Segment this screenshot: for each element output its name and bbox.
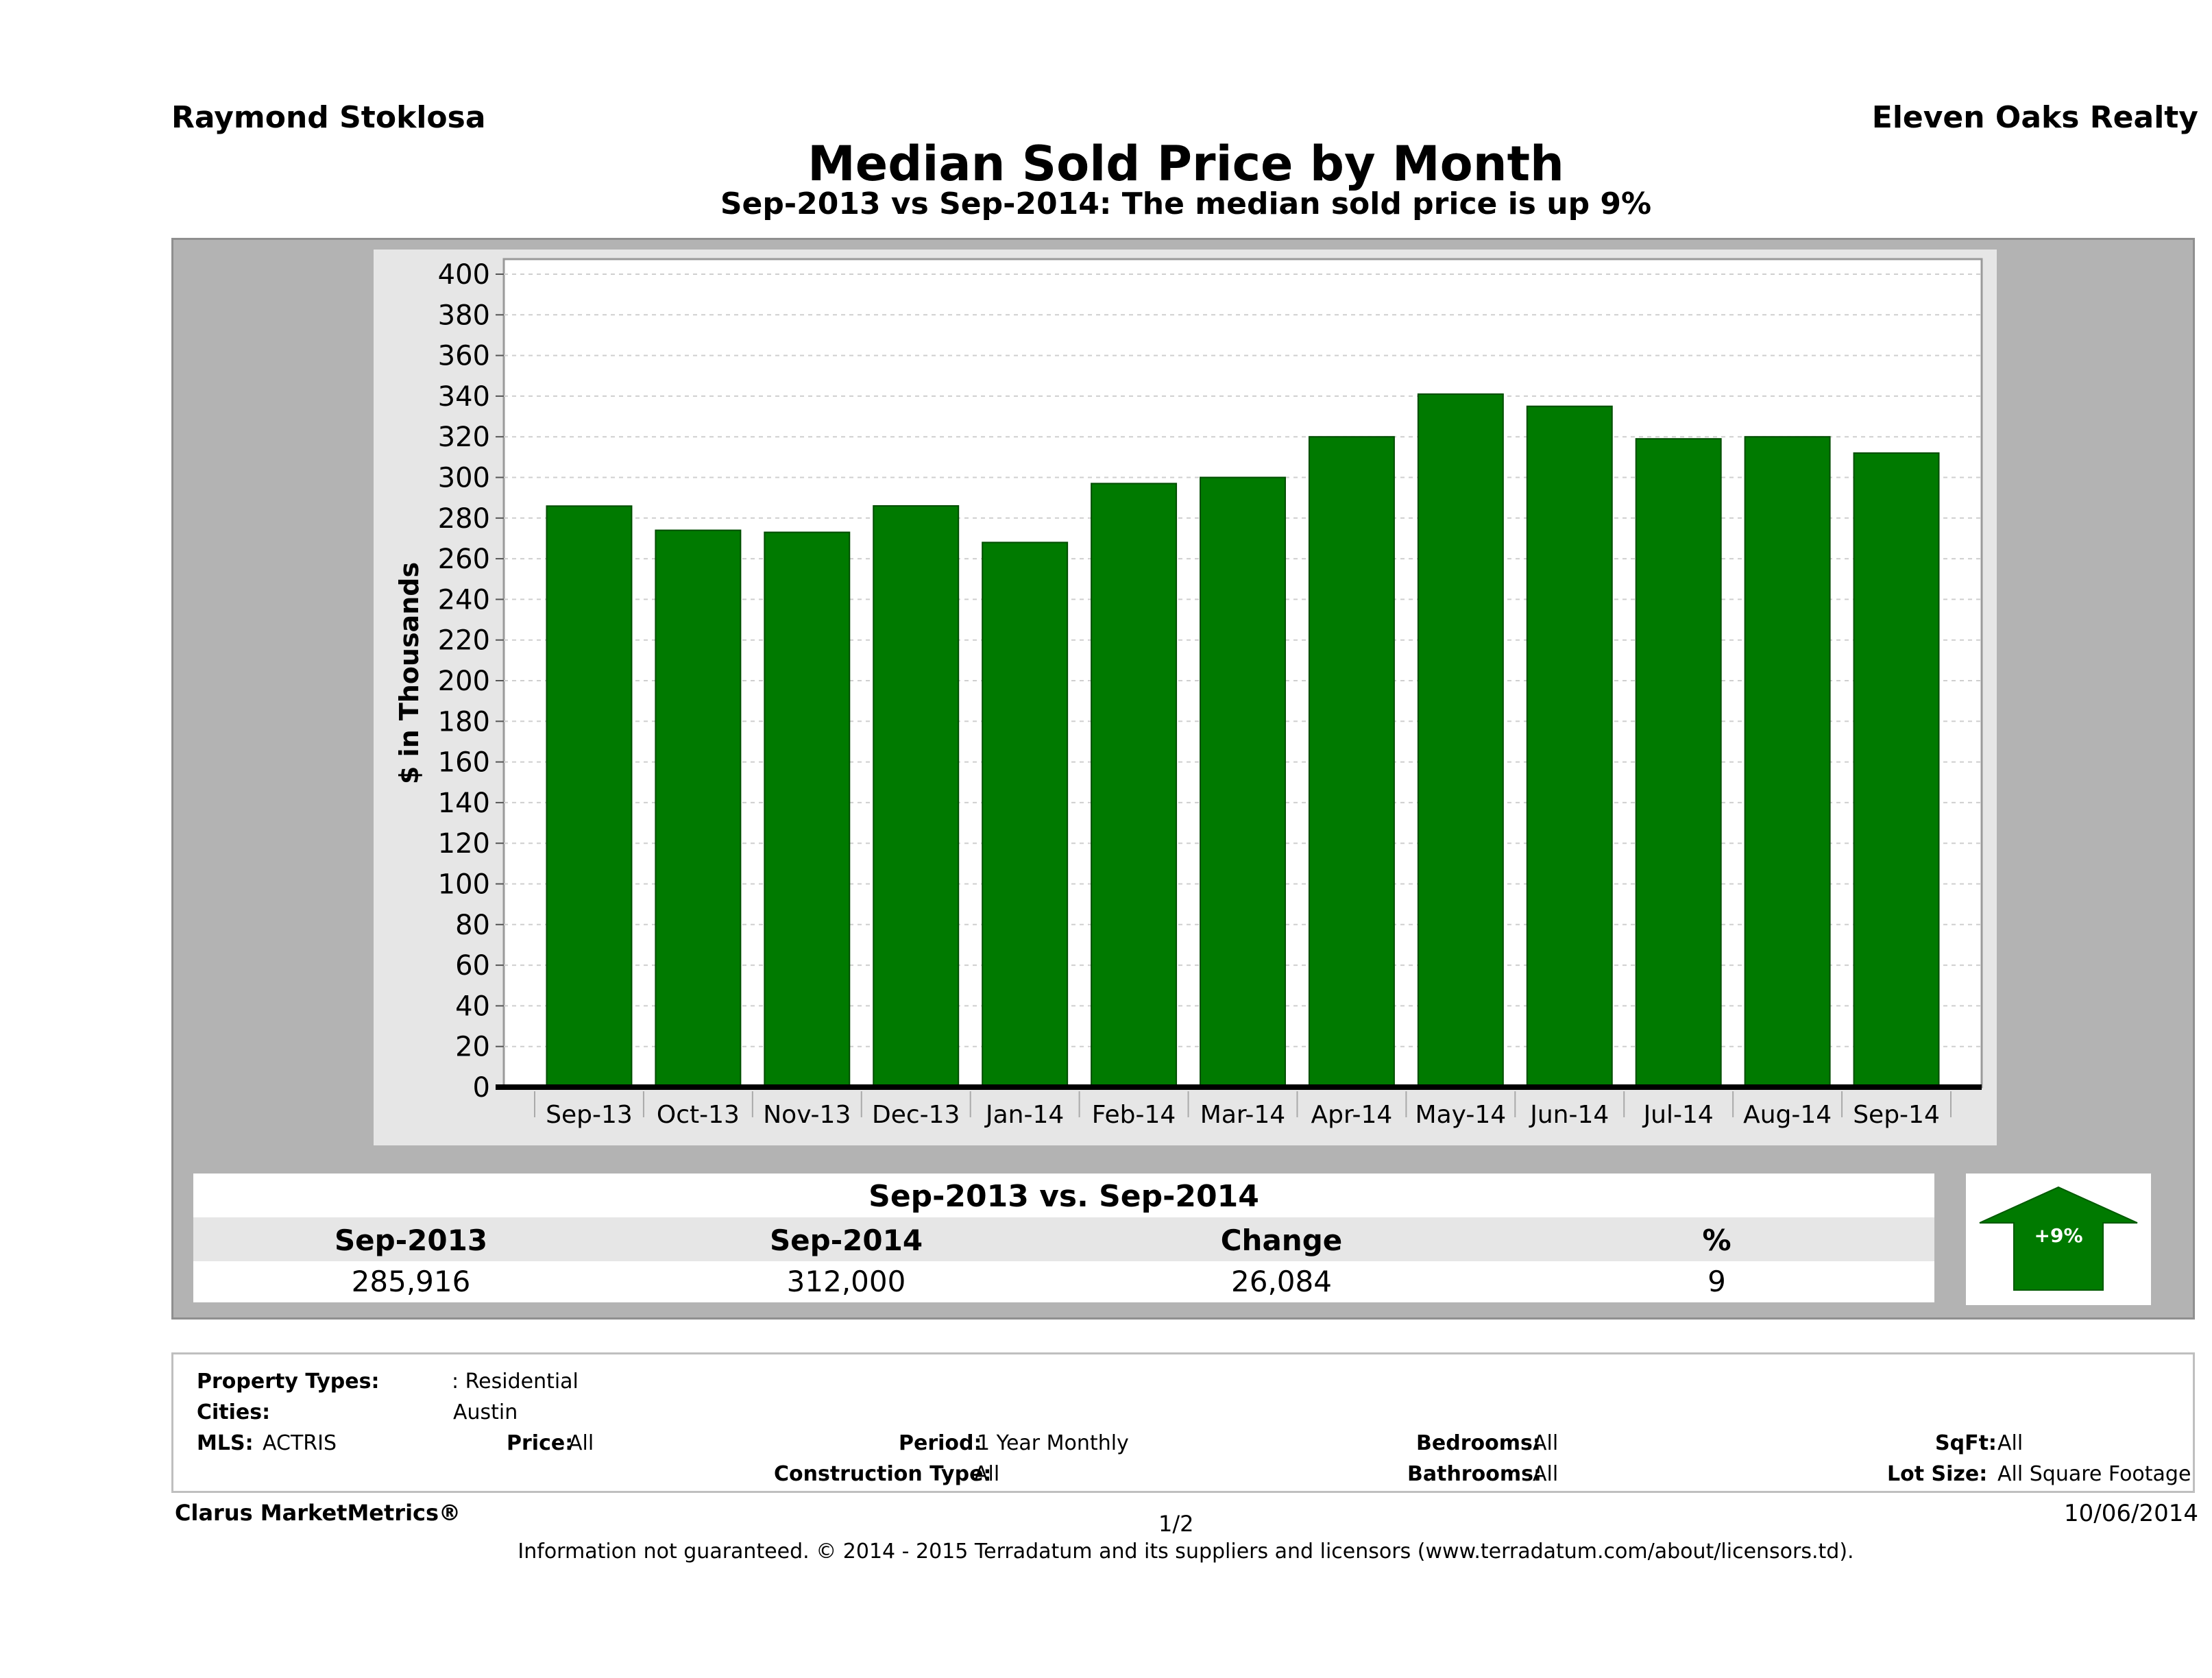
bar-chart: 0 20 40 60 80 100 120 140 160 180 200 220 240 260 280 3… — [394, 258, 1983, 1129]
col-header-percent: % — [1702, 1224, 1731, 1257]
x-tick-label: Oct-13 — [657, 1101, 740, 1129]
comparison-value-row: 285,916 312,000 26,084 9 — [193, 1261, 1934, 1302]
y-tick-label: 20 — [455, 1032, 490, 1063]
bar — [1635, 438, 1722, 1089]
y-tick-label: 100 — [438, 869, 490, 901]
y-tick-label: 180 — [438, 706, 490, 738]
y-tick-label: 320 — [438, 422, 490, 453]
mls-label: MLS: — [197, 1431, 254, 1455]
bedrooms-value: All — [1533, 1431, 1559, 1455]
bar — [1091, 483, 1178, 1088]
change-badge: +9% — [1966, 1174, 2151, 1305]
y-tick-label: 340 — [438, 381, 490, 413]
agent-name: Raymond Stoklosa — [171, 100, 486, 135]
cities-label: Cities: — [197, 1400, 271, 1424]
bar — [764, 531, 851, 1088]
y-tick-label: 400 — [438, 259, 490, 291]
lot-size-value: All Square Footage — [1997, 1462, 2191, 1486]
bathrooms-label: Bathrooms: — [1407, 1462, 1542, 1486]
y-tick-label: 60 — [455, 950, 490, 982]
x-tick-label: May-14 — [1415, 1101, 1507, 1129]
y-tick-label: 140 — [438, 788, 490, 819]
value-percent: 9 — [1707, 1265, 1726, 1298]
disclaimer: Information not guaranteed. © 2014 - 201… — [518, 1540, 1854, 1564]
bar — [873, 505, 960, 1088]
page-number: 1/2 — [1158, 1511, 1194, 1537]
x-tick-label: Jun-14 — [1529, 1101, 1609, 1129]
construction-type-value: All — [974, 1462, 1000, 1486]
period-value: 1 Year Monthly — [977, 1431, 1129, 1455]
y-tick-label: 300 — [438, 463, 490, 494]
x-tick-label: Mar-14 — [1200, 1101, 1285, 1129]
x-tick-label: Apr-14 — [1311, 1101, 1393, 1129]
col-header-change: Change — [1220, 1224, 1343, 1257]
price-value: All — [568, 1431, 594, 1455]
col-header-sep-2013: Sep-2013 — [334, 1224, 488, 1257]
chart-title: Median Sold Price by Month — [807, 136, 1564, 192]
up-arrow-icon: +9% — [1979, 1186, 2138, 1291]
x-tick-label: Jul-14 — [1642, 1101, 1714, 1129]
bar — [1200, 476, 1286, 1088]
bathrooms-value: All — [1533, 1462, 1559, 1486]
change-badge-label: +9% — [2034, 1224, 2083, 1247]
x-tick-label: Feb-14 — [1092, 1101, 1176, 1129]
y-tick-label: 360 — [438, 341, 490, 372]
value-sep-2013: 285,916 — [351, 1265, 471, 1298]
y-tick-label: 380 — [438, 300, 490, 331]
y-tick-label: 40 — [455, 990, 490, 1022]
x-tick-label: Sep-14 — [1853, 1101, 1940, 1129]
value-sep-2014: 312,000 — [786, 1265, 906, 1298]
bar — [1744, 436, 1831, 1088]
bar — [1417, 393, 1504, 1088]
bar — [546, 505, 633, 1089]
period-label: Period: — [899, 1431, 982, 1455]
col-header-sep-2014: Sep-2014 — [769, 1224, 923, 1257]
x-tick-label: Jan-14 — [984, 1101, 1064, 1129]
bar — [1526, 405, 1613, 1089]
comparison-heading: Sep-2013 vs. Sep-2014 — [193, 1174, 1934, 1217]
report-date: 10/06/2014 — [2064, 1500, 2198, 1527]
y-tick-label: 160 — [438, 747, 490, 779]
y-axis-label: $ in Thousands — [394, 562, 424, 784]
bedrooms-label: Bedrooms: — [1416, 1431, 1541, 1455]
chart-subtitle: Sep-2013 vs Sep-2014: The median sold pr… — [720, 186, 1652, 221]
filter-details: Property Types: : Residential Cities: Au… — [171, 1352, 2195, 1493]
brand-label: Clarus MarketMetrics® — [175, 1500, 461, 1526]
sqft-label: SqFt: — [1935, 1431, 1997, 1455]
bar — [655, 529, 742, 1088]
property-types-value: : Residential — [452, 1370, 579, 1394]
comparison-header-row: Sep-2013 Sep-2014 Change % — [193, 1217, 1934, 1261]
y-tick-label: 240 — [438, 584, 490, 616]
property-types-label: Property Types: — [197, 1370, 380, 1394]
bar — [1853, 452, 1940, 1089]
x-tick-label: Aug-14 — [1743, 1101, 1832, 1129]
lot-size-label: Lot Size: — [1887, 1462, 1988, 1486]
y-tick-label: 200 — [438, 666, 490, 697]
cities-value: Austin — [453, 1400, 518, 1424]
x-tick-label: Dec-13 — [872, 1101, 960, 1129]
y-tick-label: 280 — [438, 503, 490, 535]
y-tick-label: 0 — [473, 1072, 490, 1104]
y-tick-label: 260 — [438, 544, 490, 575]
sqft-value: All — [1997, 1431, 2023, 1455]
y-tick-label: 220 — [438, 625, 490, 657]
value-change: 26,084 — [1231, 1265, 1332, 1298]
company-name: Eleven Oaks Realty — [1871, 100, 2198, 135]
x-tick-label: Sep-13 — [546, 1101, 633, 1129]
y-tick-label: 120 — [438, 828, 490, 860]
chart-panel: 0 20 40 60 80 100 120 140 160 180 200 220 240 260 280 3… — [374, 250, 1997, 1145]
bar — [982, 542, 1069, 1088]
price-label: Price: — [507, 1431, 574, 1455]
y-tick-label: 80 — [455, 910, 490, 941]
mls-value: ACTRIS — [263, 1431, 337, 1455]
construction-type-label: Construction Type: — [774, 1462, 992, 1486]
x-tick-label: Nov-13 — [763, 1101, 851, 1129]
comparison-table: Sep-2013 vs. Sep-2014 Sep-2013 Sep-2014 … — [193, 1174, 1934, 1306]
bar — [1308, 436, 1395, 1088]
